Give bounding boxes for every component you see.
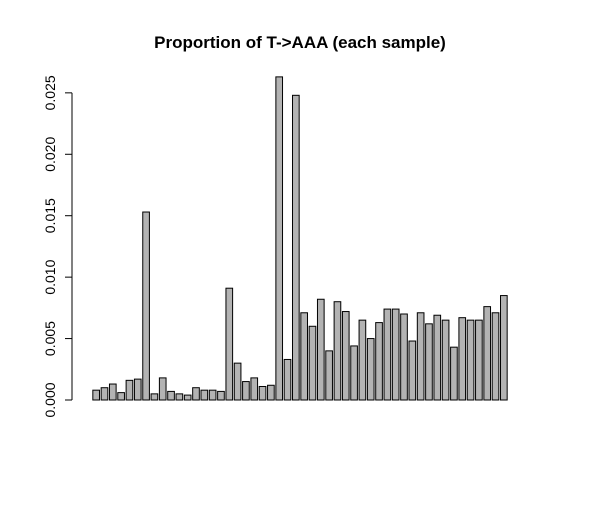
bar — [100, 387, 109, 401]
bar — [225, 287, 234, 401]
bar — [258, 385, 267, 401]
y-tick-label: 0.025 — [42, 75, 58, 110]
bar — [341, 311, 350, 401]
bar — [325, 350, 333, 401]
y-tick-label: 0.010 — [42, 259, 58, 294]
bar — [300, 312, 308, 401]
bar — [400, 313, 408, 401]
bar — [350, 345, 358, 401]
bar — [441, 319, 450, 401]
bar — [366, 338, 375, 401]
bar — [375, 322, 383, 401]
bar — [142, 211, 150, 401]
bar — [333, 301, 342, 401]
bar — [391, 308, 400, 401]
bar — [450, 346, 458, 401]
bar — [283, 358, 292, 401]
y-axis: 0.000 0.005 0.010 0.015 0.020 0.025 — [42, 75, 73, 418]
bar — [483, 306, 492, 401]
bar — [150, 393, 159, 401]
bar — [117, 392, 125, 401]
bar — [416, 312, 425, 401]
bar — [158, 377, 167, 401]
bar — [425, 323, 433, 401]
y-tick-label: 0.020 — [42, 137, 58, 172]
bar — [275, 76, 284, 401]
bar — [358, 319, 367, 401]
bar — [233, 362, 242, 401]
bar — [167, 390, 175, 401]
bar — [175, 393, 184, 401]
bar — [316, 298, 325, 401]
bar — [92, 389, 100, 401]
bar — [383, 308, 392, 401]
chart-title: Proportion of T->AAA (each sample) — [154, 33, 446, 52]
bar — [292, 94, 300, 401]
bar — [242, 381, 250, 401]
bar — [267, 384, 275, 401]
bar — [125, 379, 134, 401]
bar — [217, 390, 225, 401]
bar — [491, 312, 500, 401]
bar — [200, 389, 209, 401]
bar — [192, 387, 200, 401]
bars — [92, 76, 508, 401]
y-tick-label: 0.015 — [42, 198, 58, 233]
bar — [500, 295, 508, 401]
bar — [475, 319, 483, 401]
y-tick-label: 0.000 — [42, 382, 58, 417]
y-tick-label: 0.005 — [42, 321, 58, 356]
bar — [108, 383, 117, 401]
bar — [458, 317, 467, 401]
bar — [250, 377, 259, 401]
bar — [433, 314, 442, 401]
bar — [208, 389, 217, 401]
bar — [133, 378, 142, 401]
bar — [408, 340, 417, 401]
bar — [466, 319, 475, 401]
bar — [308, 325, 317, 401]
bar — [183, 394, 192, 401]
